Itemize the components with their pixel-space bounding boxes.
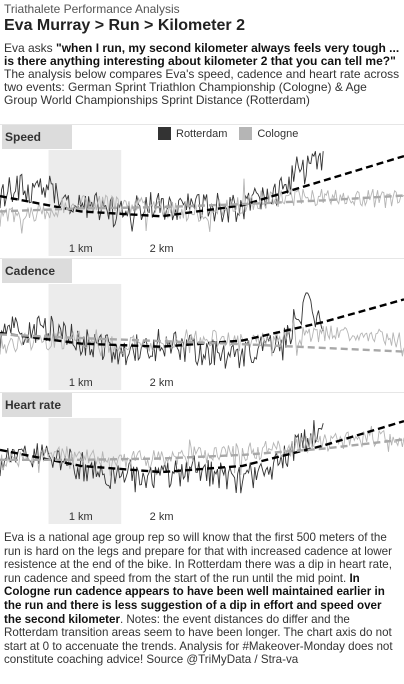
report-subtitle: Triathalete Performance Analysis bbox=[4, 2, 180, 16]
trend-rotterdam bbox=[0, 419, 404, 474]
speed-panel-label: Speed bbox=[2, 125, 72, 149]
header: Triathalete Performance Analysis Eva Mur… bbox=[4, 0, 402, 107]
footer-p3: . Notes: the event distances do differ a… bbox=[4, 612, 393, 667]
trend-cologne bbox=[0, 438, 404, 462]
intro-text: Eva asks "when I run, my second kilomete… bbox=[4, 42, 402, 107]
legend-swatch-rotterdam bbox=[158, 127, 171, 140]
footer-p1: Eva is a national age group rep so will … bbox=[4, 531, 392, 585]
legend: Rotterdam Cologne bbox=[158, 127, 298, 140]
cadence-panel-label: Cadence bbox=[2, 259, 72, 283]
cadence-chart-plot: 1 km 2 km bbox=[0, 258, 404, 390]
x-tick-label: 1 km bbox=[69, 377, 93, 389]
heart-rate-chart: 1 km 2 km Heart rate bbox=[0, 392, 404, 524]
legend-label-rotterdam: Rotterdam bbox=[176, 127, 228, 140]
x-tick-label: 1 km bbox=[69, 511, 93, 523]
heart-rate-panel-label: Heart rate bbox=[2, 393, 72, 417]
x-tick-label: 2 km bbox=[150, 377, 174, 389]
cadence-chart: 1 km 2 km Cadence bbox=[0, 258, 404, 390]
intro-rest: The analysis below compares Eva's speed,… bbox=[4, 67, 400, 107]
intro-quote: "when I run, my second kilometer always … bbox=[4, 41, 400, 68]
speed-chart: 1 km 2 km Speed Rotterdam Cologne bbox=[0, 124, 404, 256]
series-rotterdam bbox=[0, 420, 324, 494]
x-tick-label: 2 km bbox=[150, 243, 174, 255]
page-title: Eva Murray > Run > Kilometer 2 bbox=[4, 17, 245, 34]
legend-label-cologne: Cologne bbox=[257, 127, 299, 140]
speed-chart-plot: 1 km 2 km bbox=[0, 124, 404, 256]
legend-swatch-cologne bbox=[239, 127, 253, 140]
footer-notes: Eva is a national age group rep so will … bbox=[4, 531, 402, 667]
x-tick-label: 2 km bbox=[150, 511, 174, 523]
heart-rate-chart-plot: 1 km 2 km bbox=[0, 392, 404, 524]
trend-cologne bbox=[0, 333, 404, 353]
footer-p2: In Cologne run cadence appears to have b… bbox=[4, 571, 385, 626]
x-tick-label: 1 km bbox=[69, 243, 93, 255]
intro-lead: Eva asks bbox=[4, 41, 57, 55]
trend-cologne bbox=[0, 194, 404, 213]
